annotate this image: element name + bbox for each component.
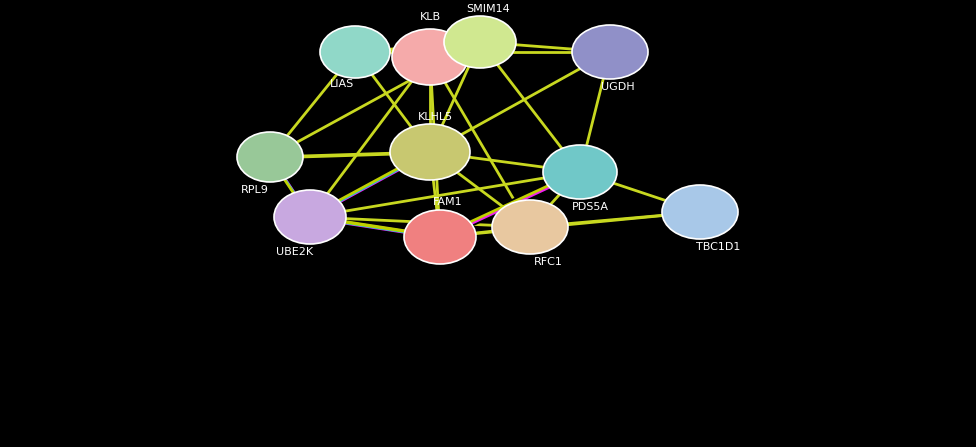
Ellipse shape (444, 16, 516, 68)
Text: PDS5A: PDS5A (572, 202, 608, 212)
Text: UBE2K: UBE2K (276, 247, 313, 257)
Ellipse shape (492, 200, 568, 254)
Text: SMIM14: SMIM14 (467, 4, 509, 14)
Ellipse shape (572, 25, 648, 79)
Text: KLB: KLB (420, 12, 440, 22)
Ellipse shape (404, 210, 476, 264)
Ellipse shape (274, 190, 346, 244)
Ellipse shape (237, 132, 303, 182)
Text: KLHL5: KLHL5 (418, 112, 453, 122)
Text: TBC1D1: TBC1D1 (696, 242, 740, 252)
Ellipse shape (662, 185, 738, 239)
Text: FAM1: FAM1 (433, 197, 463, 207)
Text: RFC1: RFC1 (534, 257, 562, 267)
Text: LIAS: LIAS (330, 79, 354, 89)
Ellipse shape (543, 145, 617, 199)
Ellipse shape (320, 26, 390, 78)
Text: RPL9: RPL9 (241, 185, 269, 195)
Ellipse shape (392, 29, 468, 85)
Ellipse shape (390, 124, 470, 180)
Text: UGDH: UGDH (601, 82, 634, 92)
